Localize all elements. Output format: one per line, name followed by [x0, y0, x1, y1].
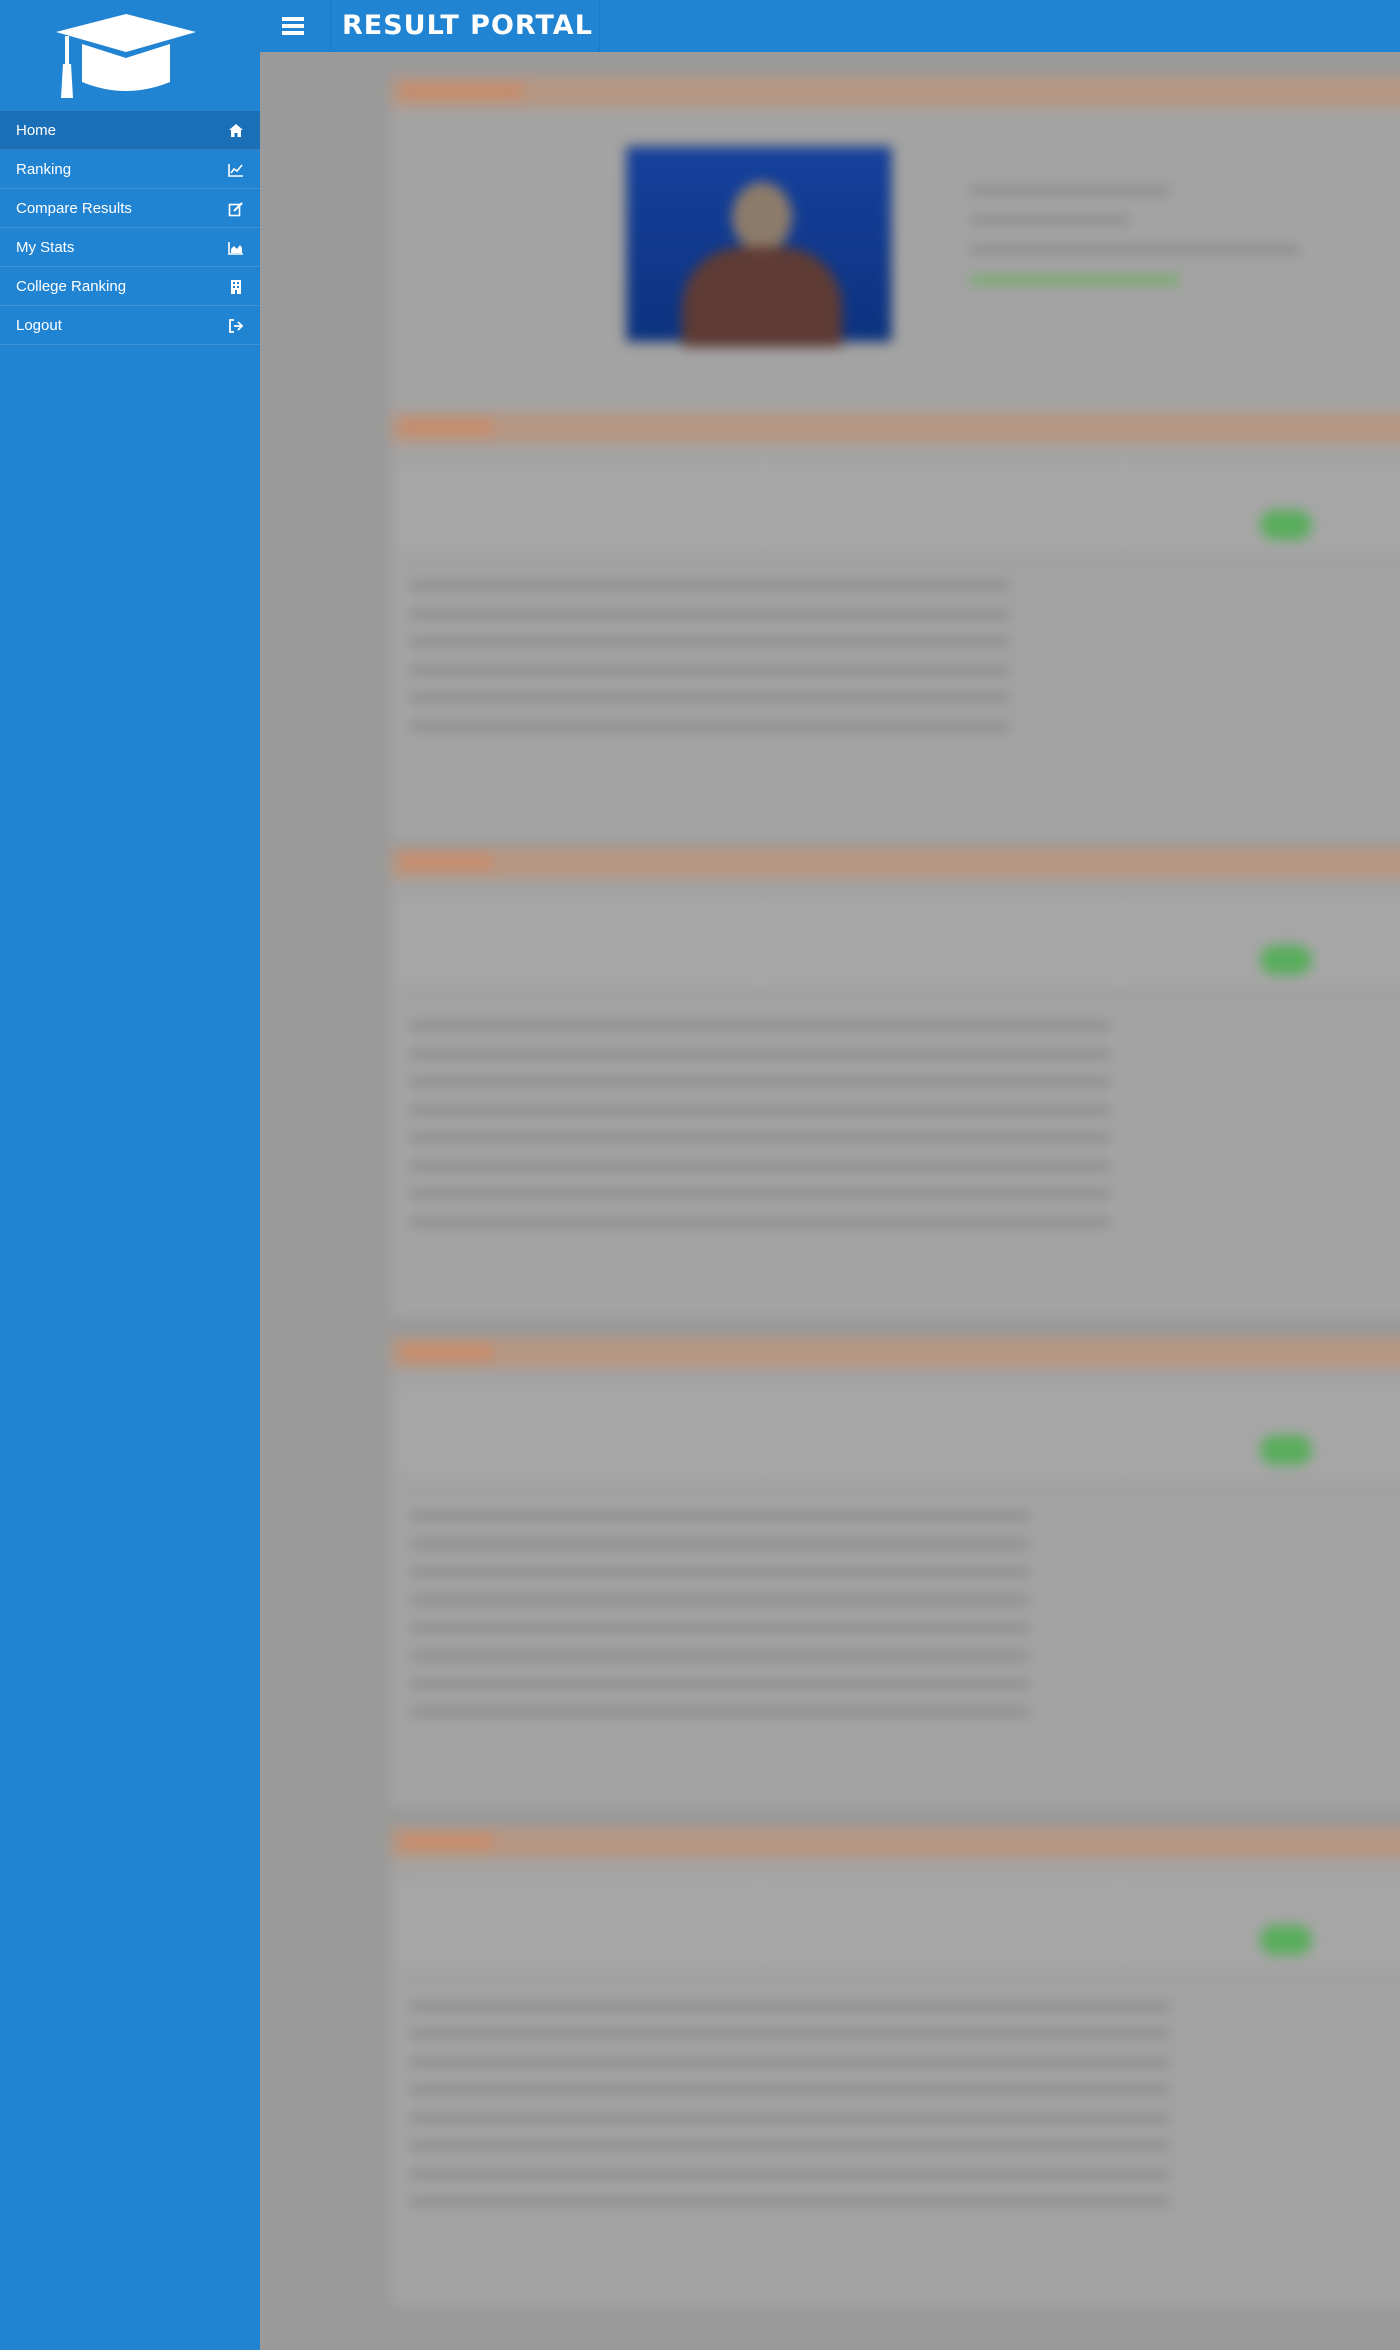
student-photo: [624, 144, 894, 347]
panel-header: [390, 76, 1400, 108]
sidebar-item-label: College Ranking: [16, 278, 127, 295]
sidebar: Home Ranking Compare Results My Stats: [0, 0, 260, 2350]
sidebar-item-logout[interactable]: Logout: [0, 306, 260, 345]
sidebar-item-label: Logout: [16, 317, 62, 334]
sidebar-item-ranking[interactable]: Ranking: [0, 150, 260, 189]
logo[interactable]: [0, 0, 260, 111]
sidebar-nav: Home Ranking Compare Results My Stats: [0, 111, 260, 345]
app-title[interactable]: RESULT PORTAL: [330, 0, 600, 52]
sidebar-item-label: Compare Results: [16, 200, 132, 217]
sidebar-item-home[interactable]: Home: [0, 111, 260, 150]
edit-icon: [228, 202, 243, 217]
graduation-cap-icon: [56, 14, 196, 98]
building-icon: [231, 280, 241, 294]
sidebar-item-college-ranking[interactable]: College Ranking: [0, 267, 260, 306]
hamburger-menu-icon: [282, 17, 304, 35]
sidebar-item-my-stats[interactable]: My Stats: [0, 228, 260, 267]
home-icon: [229, 124, 243, 137]
panel-header: [390, 412, 1400, 444]
semester-panel: [390, 412, 1400, 842]
menu-toggle-button[interactable]: [260, 0, 331, 52]
sidebar-item-label: My Stats: [16, 239, 75, 256]
blurred-content-overlay: [260, 52, 1400, 2350]
sign-out-icon: [229, 319, 244, 333]
line-chart-icon: [228, 164, 243, 177]
sidebar-item-compare-results[interactable]: Compare Results: [0, 189, 260, 228]
semester-panel: [390, 1827, 1400, 2307]
panel-header: [390, 847, 1400, 879]
panel-header: [390, 1337, 1400, 1369]
sidebar-item-label: Ranking: [16, 161, 72, 178]
profile-panel: [390, 76, 1400, 416]
area-chart-icon: [228, 242, 243, 255]
semester-panel: [390, 1337, 1400, 1807]
semester-panel: [390, 847, 1400, 1317]
sidebar-item-label: Home: [16, 122, 57, 139]
main-content: [260, 52, 1400, 2350]
panel-header: [390, 1827, 1400, 1859]
top-bar: RESULT PORTAL: [260, 0, 1400, 52]
